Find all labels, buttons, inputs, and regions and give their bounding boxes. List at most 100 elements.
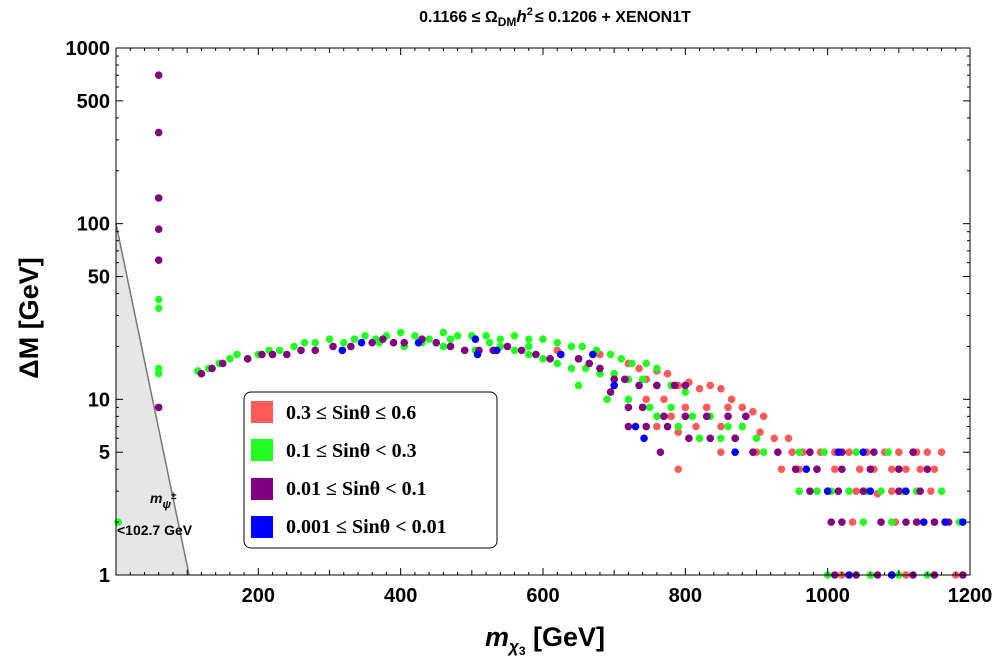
data-point-series-0 <box>788 448 796 457</box>
y-tick-label: 50 <box>88 267 110 289</box>
data-point-series-1 <box>553 359 562 368</box>
legend-label-2: 0.01 ≤ Sinθ < 0.1 <box>286 478 427 500</box>
data-point-series-0 <box>738 403 747 412</box>
data-point-series-1 <box>717 434 725 443</box>
data-point-series-2 <box>660 412 668 421</box>
data-point-series-2 <box>460 346 469 355</box>
data-point-series-3 <box>941 518 949 526</box>
y-tick-label: 1 <box>99 565 110 587</box>
data-point-series-0 <box>848 518 857 526</box>
data-point-series-1 <box>759 448 768 457</box>
data-point-series-1 <box>645 403 654 412</box>
data-point-series-2 <box>685 434 693 443</box>
data-point-series-1 <box>642 359 650 368</box>
data-point-series-2 <box>606 388 615 396</box>
data-point-series-2 <box>154 225 163 234</box>
data-point-series-1 <box>290 342 298 351</box>
data-point-series-2 <box>379 335 387 343</box>
y-tick-labels: 1 5 10 50 100 500 1000 <box>66 38 111 587</box>
data-point-series-2 <box>681 412 690 421</box>
data-point-series-2 <box>866 465 875 474</box>
data-point-series-0 <box>777 465 786 474</box>
data-point-series-2 <box>154 71 163 80</box>
data-point-series-0 <box>681 403 690 412</box>
data-point-series-1 <box>610 369 618 378</box>
data-point-series-2 <box>624 403 633 412</box>
x-tick-labels: 200 400 600 800 1000 1200 <box>242 585 993 607</box>
data-point-series-2 <box>218 359 227 368</box>
data-point-series-0 <box>724 403 732 412</box>
data-point-series-1 <box>154 369 163 378</box>
data-point-series-1 <box>339 338 348 347</box>
data-point-series-3 <box>631 422 640 431</box>
data-point-series-1 <box>937 487 946 495</box>
data-point-series-1 <box>574 381 583 390</box>
data-point-series-1 <box>884 448 892 457</box>
data-point-series-2 <box>895 487 903 495</box>
data-point-series-0 <box>635 364 643 373</box>
data-point-series-2 <box>208 364 216 373</box>
data-point-series-1 <box>887 518 896 526</box>
data-point-series-1 <box>524 335 533 343</box>
data-point-series-1 <box>628 359 636 368</box>
data-point-series-3 <box>902 487 910 495</box>
data-point-series-0 <box>674 428 683 436</box>
data-point-series-1 <box>300 338 309 347</box>
data-point-series-1 <box>482 331 490 340</box>
data-point-series-3 <box>471 335 480 343</box>
data-point-series-0 <box>923 448 932 457</box>
data-point-series-1 <box>396 328 405 337</box>
data-point-series-1 <box>674 422 683 431</box>
data-point-series-2 <box>197 369 206 378</box>
data-point-series-1 <box>859 518 868 526</box>
data-point-series-2 <box>774 448 782 457</box>
data-point-series-0 <box>759 412 768 421</box>
data-point-series-3 <box>731 448 739 457</box>
data-point-series-1 <box>154 364 163 373</box>
data-point-series-2 <box>389 338 398 347</box>
data-point-series-3 <box>802 465 811 474</box>
data-point-series-0 <box>702 403 711 412</box>
data-point-series-2 <box>742 412 750 421</box>
data-point-series-0 <box>902 465 910 474</box>
x-tick-label: 1000 <box>805 585 850 607</box>
data-point-series-0 <box>660 395 668 404</box>
data-point-series-1 <box>617 355 626 363</box>
data-point-series-1 <box>852 448 860 457</box>
data-point-series-0 <box>717 384 725 393</box>
x-tick-label: 800 <box>669 585 702 607</box>
data-point-series-3 <box>859 448 868 457</box>
data-point-series-1 <box>226 355 234 363</box>
data-point-series-1 <box>695 434 704 443</box>
data-point-series-1 <box>795 448 803 457</box>
plot-frame <box>115 47 971 576</box>
data-point-series-2 <box>585 359 594 368</box>
data-point-series-3 <box>959 518 967 526</box>
data-point-series-1 <box>325 335 334 343</box>
data-point-series-2 <box>909 448 917 457</box>
data-point-series-2 <box>268 350 277 359</box>
data-point-series-2 <box>638 403 647 412</box>
x-tick-label: 200 <box>242 585 275 607</box>
data-point-series-1 <box>845 487 853 495</box>
legend-label-1: 0.1 ≤ Sinθ < 0.3 <box>286 440 417 462</box>
data-point-series-2 <box>895 465 903 474</box>
data-point-series-1 <box>624 395 633 404</box>
data-point-series-0 <box>930 465 939 474</box>
data-point-series-1 <box>638 375 647 384</box>
data-point-series-1 <box>350 335 359 343</box>
data-point-series-1 <box>877 487 885 495</box>
data-point-series-1 <box>154 295 163 304</box>
data-point-series-2 <box>838 465 846 474</box>
data-point-series-3 <box>492 346 501 355</box>
data-point-series-0 <box>717 448 725 457</box>
data-point-series-1 <box>510 346 519 355</box>
data-point-series-3 <box>919 518 928 526</box>
data-point-series-1 <box>596 369 604 378</box>
data-point-series-0 <box>916 465 924 474</box>
data-point-series-1 <box>524 350 533 359</box>
data-point-series-3 <box>610 381 618 390</box>
data-point-series-1 <box>567 342 576 351</box>
data-point-series-1 <box>724 422 732 431</box>
